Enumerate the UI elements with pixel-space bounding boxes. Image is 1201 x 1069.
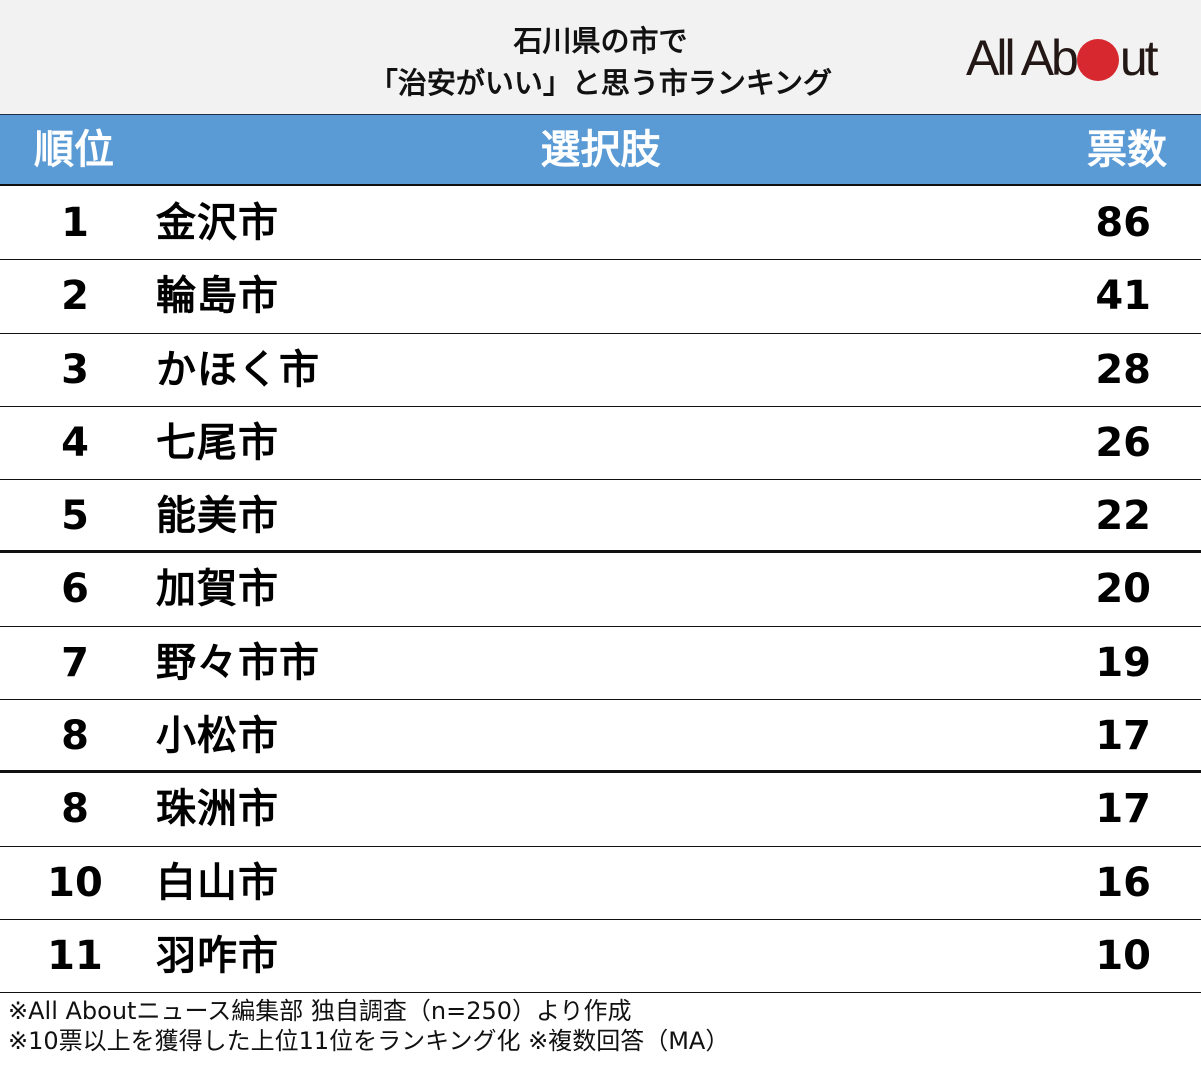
rank-cell: 5 — [61, 493, 89, 540]
rank-cell: 8 — [61, 713, 89, 760]
city-name-cell: 加賀市 — [156, 566, 279, 613]
votes-cell: 16 — [1095, 859, 1151, 906]
rank-cell: 11 — [47, 932, 103, 979]
table-row: 8 珠洲市 17 — [0, 773, 1201, 847]
votes-cell: 17 — [1095, 786, 1151, 833]
table-row: 6 加賀市 20 — [0, 553, 1201, 627]
chart-title-line2: 「治安がいい」と思う市ランキング — [368, 66, 833, 100]
footnotes: ※All Aboutニュース編集部 独自調査（n=250）より作成 ※10票以上… — [8, 996, 729, 1056]
logo-text-before: All Ab — [966, 30, 1079, 86]
table-row: 2 輪島市 41 — [0, 260, 1201, 334]
votes-cell: 17 — [1095, 713, 1151, 760]
rank-cell: 8 — [61, 786, 89, 833]
header-votes: 票数 — [1087, 127, 1167, 173]
table-row: 8 小松市 17 — [0, 700, 1201, 774]
city-name-cell: 小松市 — [156, 713, 279, 760]
city-name-cell: 七尾市 — [156, 419, 279, 466]
ranking-table-body: 1 金沢市 86 2 輪島市 41 3 かほく市 28 4 七尾市 26 5 能… — [0, 187, 1201, 994]
table-row: 11 羽咋市 10 — [0, 920, 1201, 994]
votes-cell: 20 — [1095, 566, 1151, 613]
table-row: 3 かほく市 28 — [0, 334, 1201, 407]
votes-cell: 19 — [1095, 639, 1151, 686]
table-header: 順位 選択肢 票数 — [0, 114, 1201, 186]
city-name-cell: かほく市 — [156, 346, 320, 393]
rank-cell: 6 — [61, 566, 89, 613]
table-row: 1 金沢市 86 — [0, 187, 1201, 261]
footnote-source: ※All Aboutニュース編集部 独自調査（n=250）より作成 — [8, 997, 632, 1025]
header-rank: 順位 — [34, 127, 114, 173]
table-row: 10 白山市 16 — [0, 847, 1201, 920]
logo-red-dot-icon — [1076, 39, 1119, 81]
votes-cell: 86 — [1095, 200, 1151, 246]
rank-cell: 3 — [61, 346, 89, 393]
city-name-cell: 白山市 — [156, 859, 279, 906]
rank-cell: 4 — [61, 419, 89, 466]
city-name-cell: 野々市市 — [156, 639, 320, 686]
city-name-cell: 能美市 — [156, 493, 279, 540]
city-name-cell: 珠洲市 — [156, 786, 279, 833]
votes-cell: 10 — [1095, 932, 1151, 979]
rank-cell: 10 — [47, 859, 103, 906]
votes-cell: 41 — [1095, 273, 1151, 320]
title-area: 石川県の市で 「治安がいい」と思う市ランキング All Ab ut — [0, 0, 1201, 114]
table-row: 7 野々市市 19 — [0, 627, 1201, 701]
all-about-logo: All Ab ut — [966, 30, 1159, 86]
votes-cell: 22 — [1095, 493, 1151, 540]
city-name-cell: 羽咋市 — [156, 932, 279, 979]
rank-cell: 2 — [61, 273, 89, 320]
chart-title-line1: 石川県の市で — [513, 24, 688, 58]
header-choice: 選択肢 — [540, 127, 661, 173]
logo-text-after: ut — [1119, 30, 1159, 86]
footnote-method: ※10票以上を獲得した上位11位をランキング化 ※複数回答（MA） — [8, 1027, 730, 1055]
city-name-cell: 金沢市 — [156, 200, 279, 246]
votes-cell: 28 — [1095, 346, 1151, 393]
votes-cell: 26 — [1095, 419, 1151, 466]
table-row: 5 能美市 22 — [0, 480, 1201, 554]
rank-cell: 1 — [61, 200, 89, 246]
city-name-cell: 輪島市 — [156, 273, 279, 320]
rank-cell: 7 — [61, 639, 89, 686]
table-row: 4 七尾市 26 — [0, 407, 1201, 481]
